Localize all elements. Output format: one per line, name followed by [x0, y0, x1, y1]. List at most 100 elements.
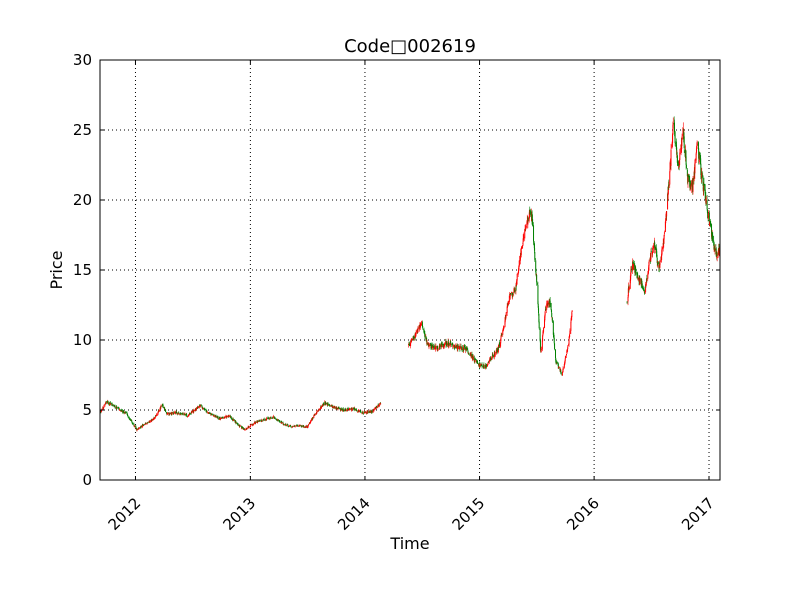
candle-up [517, 272, 519, 277]
candle-down [166, 411, 168, 414]
y-tick-label: 0 [82, 471, 92, 489]
candle-up [266, 416, 268, 421]
candle-down [242, 427, 244, 430]
candle-up [542, 330, 544, 337]
candle-up [687, 173, 689, 188]
candle-down [423, 329, 425, 334]
candle-up [540, 346, 542, 352]
candle-up [213, 414, 215, 417]
candle-down [656, 244, 658, 258]
candle-up [281, 422, 283, 424]
candle-up [202, 407, 204, 411]
candle-up [195, 409, 197, 411]
candle-up [415, 329, 417, 337]
candle-up [528, 209, 530, 219]
candle-down [338, 406, 340, 410]
candle-up [285, 424, 287, 426]
candle-down [551, 310, 553, 318]
candle-down [466, 346, 468, 351]
candle-up [444, 342, 446, 347]
candle-up [105, 402, 107, 405]
candle-up [151, 418, 153, 421]
candle-down [554, 343, 556, 351]
candle-down [360, 410, 362, 413]
candle-down [464, 344, 466, 351]
candles [100, 116, 720, 432]
candle-down [553, 332, 555, 335]
candle-up [672, 133, 674, 148]
candle-up [136, 428, 138, 432]
candle-down [323, 402, 325, 406]
candle-down [656, 254, 658, 267]
candle-up [379, 402, 381, 408]
candle-up [527, 216, 529, 229]
candle-up [669, 160, 671, 173]
candle-down [111, 402, 113, 406]
candle-up [544, 310, 546, 318]
candle-up [542, 334, 544, 342]
candle-up [657, 260, 659, 268]
candle-down [339, 407, 341, 410]
candle-up [366, 410, 368, 415]
candle-up [255, 421, 257, 425]
candle-up [650, 248, 652, 262]
candle-down [463, 343, 465, 350]
candle-down [261, 420, 263, 422]
candle-up [652, 243, 654, 253]
candle-up [566, 348, 568, 353]
candle-up [101, 410, 103, 412]
candle-up [522, 234, 524, 246]
candle-down [432, 342, 434, 347]
candle-down [492, 354, 494, 359]
candle-down [483, 364, 485, 370]
candle-down [655, 245, 657, 251]
candle-down [494, 350, 496, 356]
candle-down [702, 171, 704, 179]
candle-up [569, 333, 571, 338]
y-tick-label: 10 [73, 331, 92, 349]
candle-down [336, 407, 338, 411]
candle-down [529, 209, 531, 218]
candle-down [186, 412, 188, 417]
candle-up [103, 404, 105, 408]
candle-up [663, 234, 665, 244]
candle-up [195, 406, 197, 410]
candle-down [441, 341, 443, 348]
candle-up [110, 402, 112, 405]
candle-up [627, 294, 629, 306]
candle-down [685, 163, 687, 169]
candle-down [452, 343, 454, 346]
candle-down [160, 405, 162, 407]
candle-down [656, 251, 658, 259]
candle-down [344, 407, 346, 412]
candle-up [694, 158, 696, 169]
candle-down [488, 361, 490, 363]
candle-up [109, 404, 111, 406]
candle-down [490, 357, 492, 362]
candle-down [178, 411, 180, 414]
candle-up [332, 406, 334, 409]
candle-up [375, 405, 377, 410]
candle-up [316, 410, 318, 413]
candle-down [125, 410, 127, 414]
candle-down [231, 417, 233, 420]
candle-down [643, 286, 645, 292]
candle-down [501, 333, 503, 337]
candle-up [158, 409, 160, 412]
candle-up [507, 300, 509, 306]
candle-down [467, 349, 469, 354]
candle-down [360, 411, 362, 414]
candle-up [440, 342, 442, 350]
candle-up [646, 278, 648, 285]
candle-up [470, 351, 472, 359]
candle-up [505, 315, 507, 320]
candle-down [433, 346, 435, 351]
candle-up [365, 411, 367, 414]
candle-up [491, 355, 493, 358]
candle-up [351, 409, 353, 412]
candle-up [518, 256, 520, 267]
candle-up [718, 246, 720, 257]
candle-down [376, 406, 378, 409]
candle-up [513, 288, 515, 297]
candle-down [626, 301, 628, 304]
